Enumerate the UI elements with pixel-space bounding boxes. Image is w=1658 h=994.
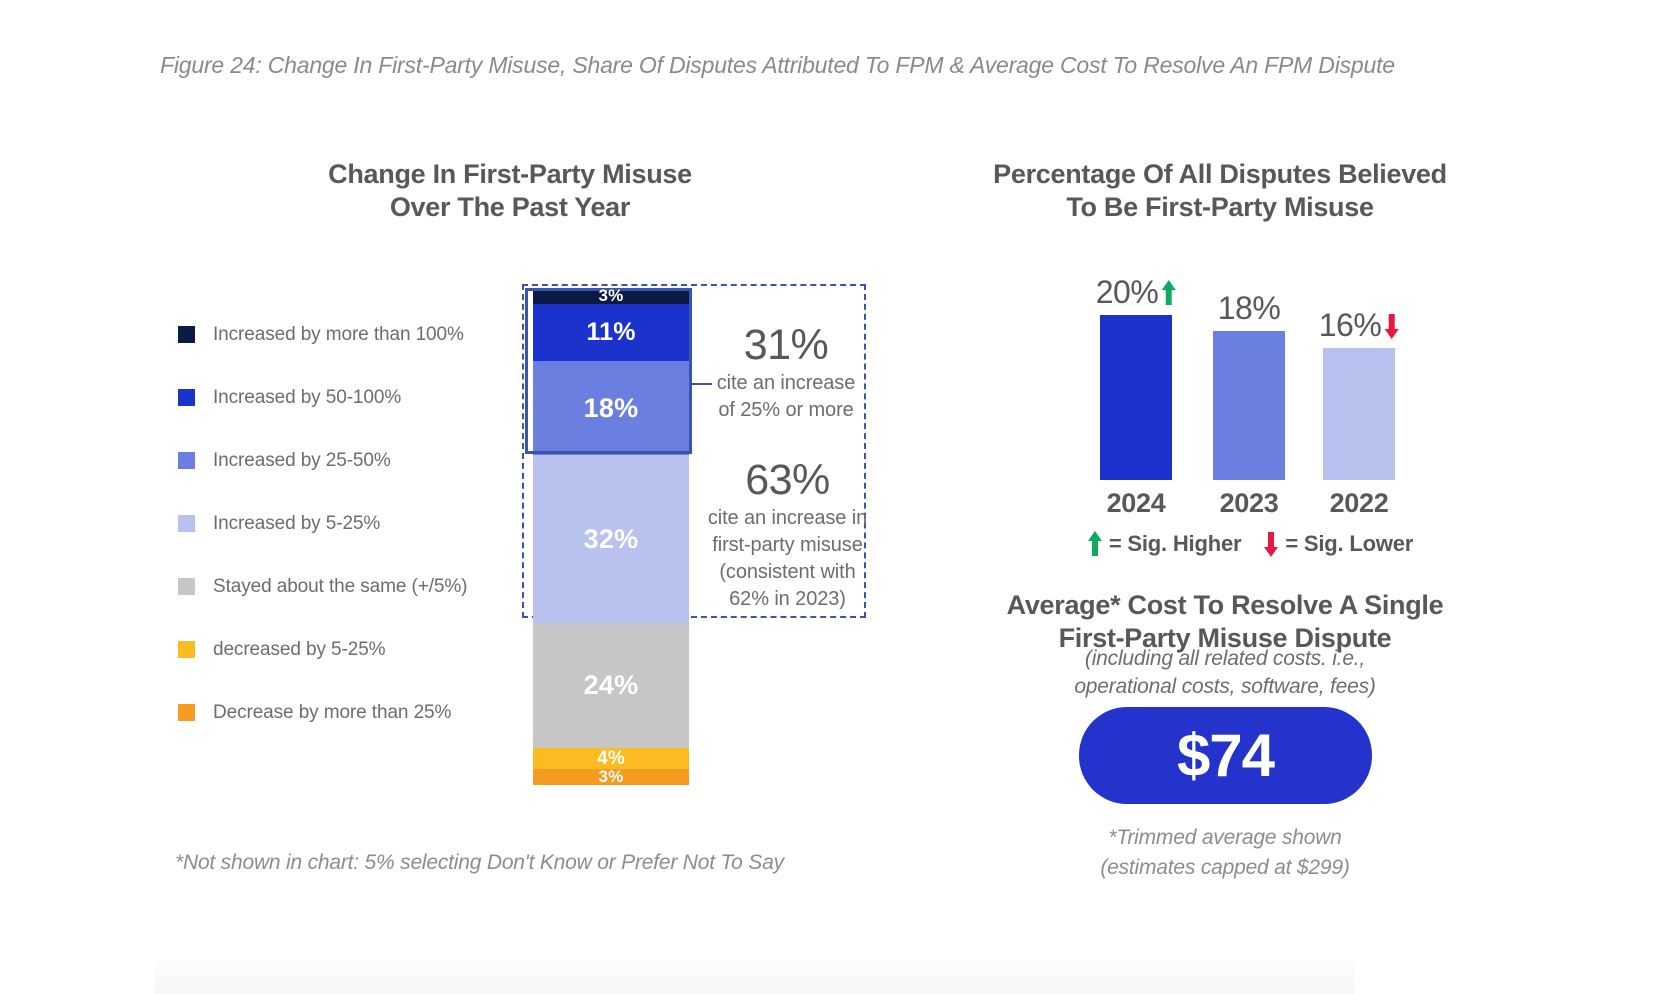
legend-label: Increased by more than 100% [213,323,464,345]
cost-heading-line1: Average* Cost To Resolve A Single [1006,590,1444,620]
down-arrow-icon [1383,312,1399,340]
stacked-bar-legend: Increased by more than 100% Increased by … [178,303,518,744]
bar-value-label: 18% [1218,290,1281,327]
callout-63-line1: cite an increase in [707,507,868,529]
down-arrow-icon [1263,530,1279,558]
bar-value-text: 18% [1217,290,1281,326]
cost-subtitle-line1: (including all related costs. i.e., [1084,647,1366,670]
legend-item: Increased by more than 100% [178,303,518,366]
bar-value-text: 16% [1318,307,1382,343]
bar-value-label: 20% [1096,274,1177,311]
stacked-bar-segment-label: 18% [583,392,639,423]
stacked-bar-chart: 3% 11% 18% 32% 24% 4% 3% [533,285,689,787]
stacked-bar-segment: 32% [533,455,689,623]
stacked-bar-segment: 18% [533,361,689,456]
cost-subtitle: (including all related costs. i.e., oper… [990,645,1460,701]
sig-lower-label: = Sig. Lower [1285,531,1414,556]
bar-rect [1100,315,1172,480]
stacked-bar-segment-label: 4% [597,747,625,769]
sig-higher-item: = Sig. Higher [1087,530,1242,558]
legend-item: Stayed about the same (+/5%) [178,555,518,618]
stacked-bar-segment-label: 3% [598,285,624,305]
right-chart-heading: Percentage Of All Disputes Believed To B… [930,158,1510,224]
bar-column: 18% 2023 [1213,290,1285,518]
callout-31-line1: cite an increase [716,372,856,394]
legend-item: Increased by 50-100% [178,366,518,429]
callout-31-value: 31% [743,321,829,369]
callout-connector-line [690,383,712,385]
cost-footnote-line2: (estimates capped at $299) [1100,856,1350,879]
legend-item: Decrease by more than 25% [178,681,518,744]
stacked-bar-segment: 4% [533,747,689,770]
legend-label: Increased by 25-50% [213,449,391,471]
slide-bottom-edge [155,960,1355,994]
bar-value-label: 16% [1319,307,1400,344]
legend-label: decreased by 5-25% [213,638,386,660]
bar-year-label: 2024 [1106,488,1166,518]
cost-value-pill: $74 [1079,707,1372,804]
bar-rect [1213,331,1285,480]
figure-title: Figure 24: Change In First-Party Misuse,… [160,52,1395,78]
cost-subtitle-line2: operational costs, software, fees) [1074,675,1376,698]
legend-swatch-icon [178,641,195,658]
callout-63-line4: 62% in 2023) [729,588,846,610]
stacked-bar-segment-label: 24% [583,670,639,701]
legend-swatch-icon [178,515,195,532]
significance-legend: = Sig. Higher = Sig. Lower [1060,530,1440,558]
legend-item: Increased by 5-25% [178,492,518,555]
stacked-bar-segment: 24% [533,622,689,749]
stacked-bar-segment-label: 32% [583,523,639,554]
bar-rect [1323,348,1395,480]
left-chart-heading: Change In First-Party Misuse Over The Pa… [200,158,820,224]
stacked-bar-segment-label: 11% [586,317,636,346]
bar-column: 16% 2022 [1319,307,1399,518]
legend-label: Increased by 50-100% [213,386,402,408]
legend-label: Stayed about the same (+/5%) [213,575,468,597]
callout-63-value: 63% [745,456,830,504]
left-footnote: *Not shown in chart: 5% selecting Don't … [175,851,784,874]
callout-31: 31% cite an increase of 25% or more [706,320,866,424]
callout-63-line2: first-party misuse [712,534,863,556]
legend-item: decreased by 5-25% [178,618,518,681]
callout-31-line2: of 25% or more [718,399,854,421]
stacked-bar-segment-label: 3% [598,767,624,787]
yearly-bar-chart: 20% 2024 18% 2023 16% 2022 [1095,250,1425,518]
cost-heading-line2: First-Party Misuse Dispute [1058,623,1392,653]
sig-higher-label: = Sig. Higher [1108,531,1242,556]
legend-swatch-icon [178,704,195,721]
left-chart-heading-line1: Change In First-Party Misuse [328,159,692,189]
bar-value-text: 20% [1095,274,1159,310]
left-chart-heading-line2: Over The Past Year [389,192,631,222]
stacked-bar-segment: 3% [533,767,689,787]
legend-swatch-icon [178,578,195,595]
bar-year-label: 2023 [1219,488,1279,518]
legend-swatch-icon [178,389,195,406]
callout-63: 63% cite an increase in first-party misu… [700,455,875,613]
sig-lower-item: = Sig. Lower [1263,530,1413,558]
right-chart-heading-line2: To Be First-Party Misuse [1066,192,1374,222]
cost-footnote: *Trimmed average shown (estimates capped… [1030,823,1420,883]
stacked-bar-segment: 3% [533,285,689,305]
right-chart-heading-line1: Percentage Of All Disputes Believed [993,159,1447,189]
bar-year-label: 2022 [1329,488,1389,518]
legend-item: Increased by 25-50% [178,429,518,492]
bar-column: 20% 2024 [1096,274,1176,518]
stacked-bar-segment: 11% [533,303,689,362]
legend-label: Increased by 5-25% [213,512,381,534]
up-arrow-icon [1087,530,1103,558]
cost-footnote-line1: *Trimmed average shown [1108,826,1342,849]
up-arrow-icon [1160,279,1176,307]
legend-swatch-icon [178,452,195,469]
cost-heading: Average* Cost To Resolve A Single First-… [960,589,1490,655]
legend-label: Decrease by more than 25% [213,701,452,723]
cost-value: $74 [1176,722,1275,789]
legend-swatch-icon [178,326,195,343]
callout-63-line3: (consistent with [719,561,856,583]
